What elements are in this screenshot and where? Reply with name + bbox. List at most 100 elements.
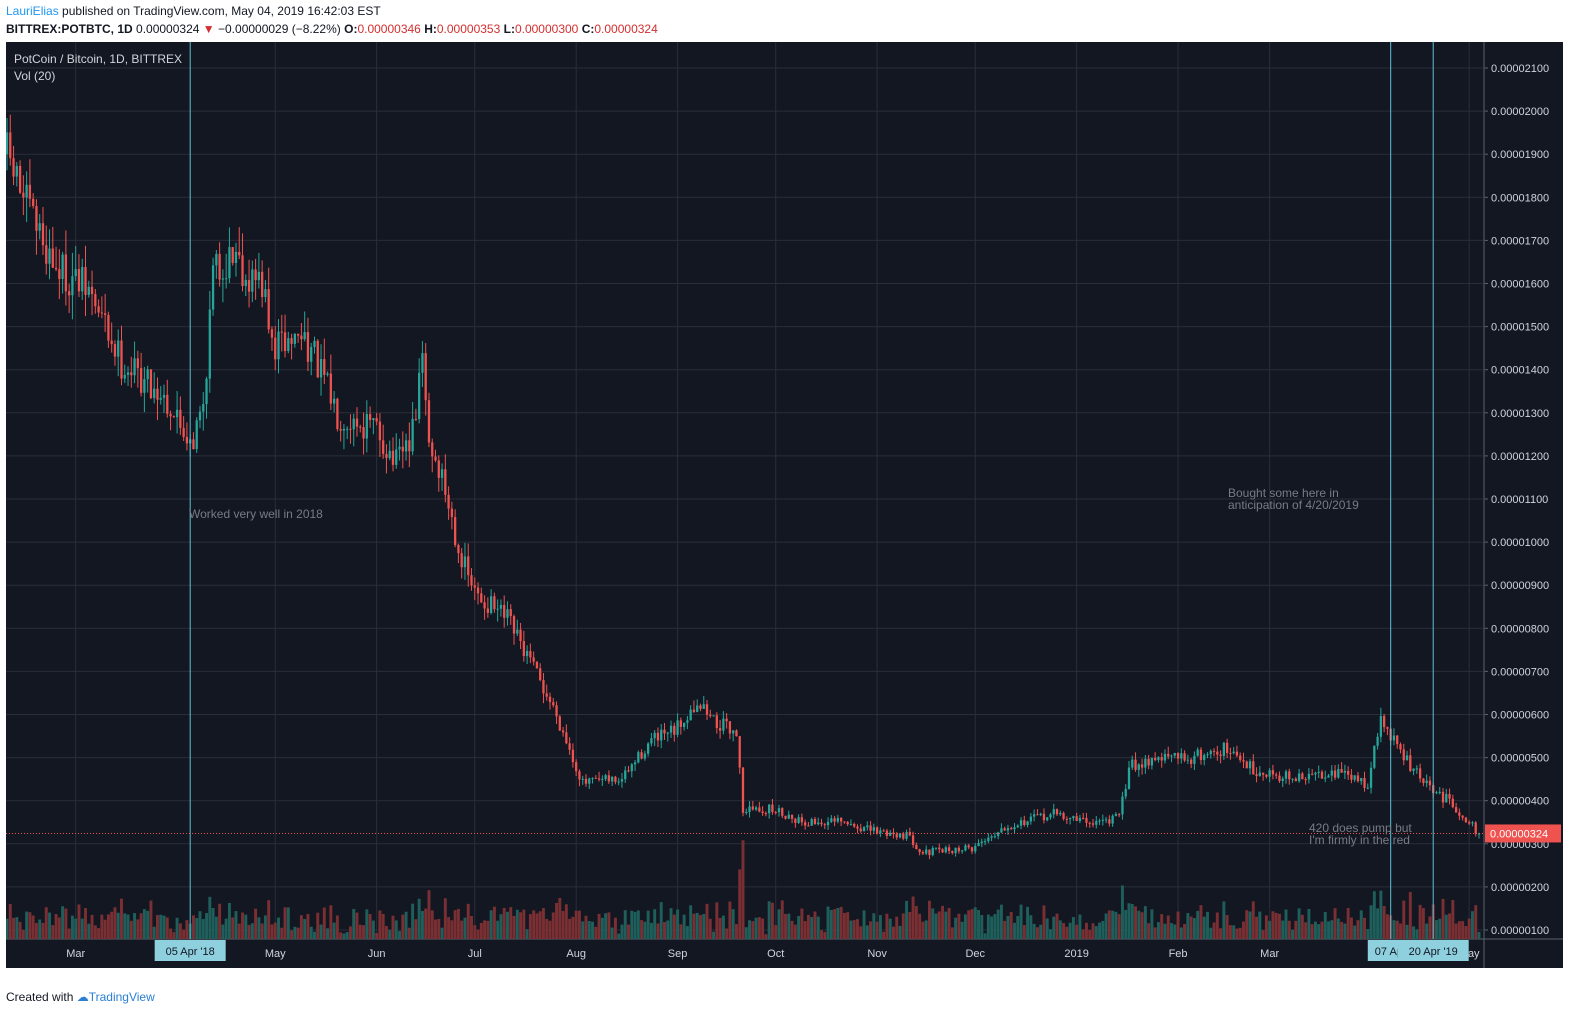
volume-bar [852,920,856,939]
footer: Created with ☁TradingView [6,990,155,1004]
volume-bar [247,924,251,939]
candle-body [624,770,627,780]
volume-bar [1474,905,1478,939]
candle-body [846,821,849,825]
volume-bar [499,914,503,939]
volume-bar [12,917,16,939]
candle-body [1036,814,1039,816]
volume-bar [1340,921,1344,939]
candle-body [287,338,290,352]
candle-body [74,269,77,277]
candle-body [110,340,113,345]
volume-bar [476,929,480,939]
volume-bar [1013,922,1016,939]
volume-bar [25,911,29,939]
volume-bar [898,925,902,939]
volume-bar [1238,927,1242,939]
tradingview-logo-icon[interactable]: ☁ [76,990,89,1004]
volume-bar [882,931,886,939]
candle-body [225,278,228,280]
volume-bar [156,915,159,939]
volume-bar [1084,922,1088,939]
volume-bar [1467,918,1471,939]
candle-body [1219,754,1222,757]
volume-bar [532,910,536,939]
candle-body [977,843,980,847]
volume-bar [692,913,696,939]
candle-body [614,776,617,782]
volume-bar [175,917,179,939]
volume-bar [48,912,51,939]
candle-body [548,696,552,703]
volume-bar [375,933,379,939]
volume-bar [100,914,104,939]
volume-bar [646,910,650,939]
volume-bar [924,920,928,939]
candle-body [895,834,898,838]
volume-bar [87,923,91,939]
volume-bar [617,933,621,939]
candle-body [571,749,575,763]
volume-bar [721,915,725,939]
candle-body [921,852,925,854]
x-tick-label: Jul [468,948,482,960]
volume-bar [1042,905,1046,939]
candle-body [1131,759,1134,768]
candle-body [136,358,139,369]
annotation-line: 420 does pump but [1309,821,1412,835]
volume-bar [941,905,945,939]
volume-bar [401,914,405,939]
candle-body [1055,809,1059,815]
volume-bar [44,907,48,939]
volume-bar [558,897,562,939]
candle-body [826,821,830,826]
candle-body [58,269,61,279]
x-tick-label: Mar [66,948,85,960]
y-tick-label: 0.00001900 [1491,149,1549,161]
low-value: 0.00000300 [514,22,579,36]
volume-bar [326,928,330,939]
volume-bar [1186,913,1190,939]
candle-body [1212,750,1216,752]
tradingview-brand[interactable]: TradingView [88,990,155,1004]
volume-bar [970,909,974,939]
candle-body [107,314,110,341]
candle-body [38,223,41,231]
candle-body [732,730,735,734]
volume-bar [653,909,657,939]
candle-body [1373,745,1376,768]
volume-bar [957,913,961,939]
candle-body [705,704,709,715]
volume-bar [277,917,280,939]
last-price-tag [1485,824,1561,843]
candle-body [1183,753,1186,761]
candle-body [715,715,718,729]
volume-bar [38,919,42,939]
candle-body [604,775,607,780]
open-label: O: [344,22,358,36]
volume-bar [689,905,693,939]
candle-body [1405,755,1409,761]
candle-body [1016,825,1019,828]
author-link[interactable]: LauriElias [6,4,59,18]
candle-body [1471,822,1474,824]
candle-body [254,269,257,281]
candle-body [925,849,928,854]
candle-body [1435,792,1438,794]
volume-bar [1166,915,1170,939]
x-tick-label: Sep [668,948,688,960]
y-tick-label: 0.00001600 [1491,279,1549,291]
annotation-line: Worked very well in 2018 [189,507,323,521]
volume-bar [934,913,938,939]
candle-body [833,818,836,822]
volume-bar [836,907,840,939]
volume-bar [741,840,745,939]
volume-bar [846,912,850,939]
volume-bar [466,903,470,939]
price-chart[interactable]: 0.00002100 0.00002000 0.00001900 0.00001800… [6,42,1563,968]
volume-bar [365,909,369,939]
candle-body [581,778,584,780]
volume-bar [263,915,267,939]
candle-body [954,847,957,854]
volume-bar [211,907,215,939]
